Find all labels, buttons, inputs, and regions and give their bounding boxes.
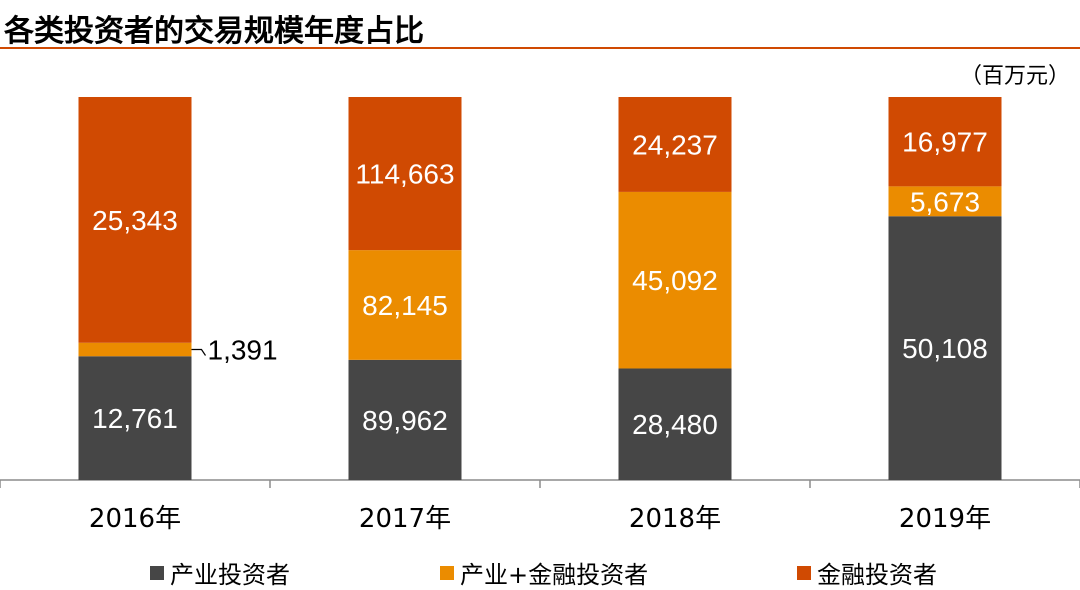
bar-segment-2018年-产业+金融投资者	[618, 191, 732, 369]
bar-segment-2016年-产业投资者	[78, 356, 192, 480]
data-label: 89,962	[362, 405, 448, 436]
x-tick-label: 2016年	[89, 504, 181, 534]
bar-segment-2017年-金融投资者	[348, 97, 462, 251]
data-label: 50,108	[902, 333, 988, 364]
bar-segment-2018年-产业投资者	[618, 368, 732, 480]
legend-swatch	[797, 565, 811, 580]
data-label: 45,092	[632, 265, 718, 296]
stacked-bar-chart: 12,761 1,391 25,343 2016年 89,962 82,145 114,66…	[0, 97, 1080, 534]
data-label: 28,480	[632, 409, 718, 440]
data-label-leader	[191, 348, 206, 356]
title-divider	[0, 47, 1080, 49]
legend-swatch	[440, 565, 454, 580]
legend-item: 产业投资者	[150, 555, 290, 590]
data-label: 114,663	[355, 159, 454, 190]
legend-item: 产业+金融投资者	[440, 555, 648, 590]
data-label: 25,343	[92, 205, 178, 236]
bar-segment-2017年-产业投资者	[348, 359, 462, 480]
x-tick-label: 2017年	[359, 504, 451, 534]
bar-segment-2018年-金融投资者	[618, 97, 732, 192]
chart-title: 各类投资者的交易规模年度占比	[4, 14, 424, 49]
bar-segment-2019年-产业投资者	[888, 216, 1002, 480]
bar-segment-2017年-产业+金融投资者	[348, 250, 462, 360]
legend-label: 金融投资者	[817, 561, 937, 589]
bar-segment-2019年-金融投资者	[888, 97, 1002, 187]
data-label: 16,977	[902, 127, 988, 158]
unit-label: （百万元）	[959, 64, 1070, 89]
data-label: 12,761	[92, 403, 178, 434]
legend: 产业投资者 产业+金融投资者 金融投资者	[0, 555, 1080, 589]
data-label: 82,145	[362, 290, 448, 321]
legend-label: 产业+金融投资者	[460, 561, 649, 589]
legend-item: 金融投资者	[797, 555, 937, 590]
data-label: 5,673	[910, 186, 980, 217]
bar-segment-2016年-金融投资者	[78, 97, 192, 343]
x-tick-label: 2018年	[629, 504, 721, 534]
bar-segment-2016年-产业+金融投资者	[78, 342, 192, 357]
bar-segment-2019年-产业+金融投资者	[888, 186, 1002, 217]
legend-swatch	[150, 565, 164, 580]
x-tick-label: 2019年	[899, 504, 991, 534]
data-label: 1,391	[208, 335, 278, 366]
legend-label: 产业投资者	[170, 561, 290, 589]
data-label: 24,237	[632, 129, 718, 160]
